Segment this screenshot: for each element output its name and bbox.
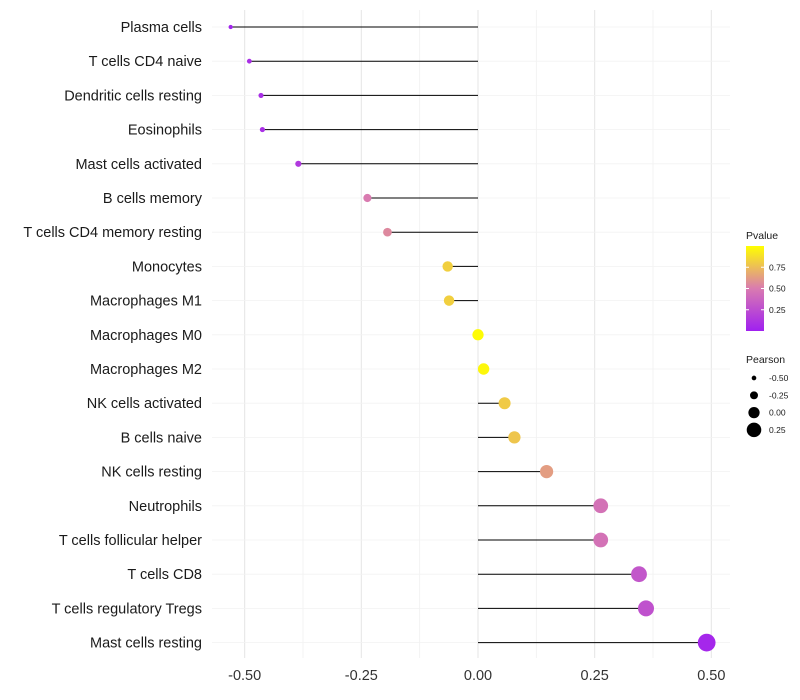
pearson-legend-title: Pearson [746, 354, 785, 366]
y-axis-label: NK cells resting [101, 465, 202, 481]
x-tick-label: -0.50 [228, 668, 261, 684]
y-axis-label: B cells memory [103, 191, 203, 207]
lollipop-point [442, 261, 453, 272]
lollipop-point [228, 24, 233, 30]
lollipop-point [246, 58, 252, 64]
lollipop-point [295, 160, 302, 167]
pvalue-legend: Pvalue 0.25 0.50 0.75 [746, 230, 786, 331]
pearson-legend-key [751, 375, 757, 381]
lollipop-point [539, 464, 554, 479]
pvalue-legend-title: Pvalue [746, 230, 778, 242]
pearson-legend-label: -0.50 [769, 373, 789, 383]
lollipop-point [593, 498, 609, 514]
y-axis-label: Plasma cells [121, 20, 202, 36]
y-axis-label: Neutrophils [129, 499, 202, 515]
pearson-legend-key [748, 406, 760, 419]
y-axis-label: B cells naive [121, 430, 202, 446]
lollipop-point [472, 329, 484, 341]
pvalue-colorbar [746, 246, 764, 331]
pearson-legend-key [746, 422, 762, 438]
lollipop-points [228, 24, 716, 652]
y-axis-label: Macrophages M1 [90, 294, 202, 310]
y-axis-label: T cells CD4 naive [89, 54, 202, 70]
pvalue-legend-tick-label: 0.25 [769, 305, 786, 315]
y-axis-label: Monocytes [132, 259, 202, 275]
y-axis-label: T cells CD8 [127, 567, 202, 583]
pearson-legend-label: 0.25 [769, 425, 786, 435]
pearson-legend-label: 0.00 [769, 408, 786, 418]
x-tick-label: 0.25 [581, 668, 609, 684]
lollipop-point [363, 193, 372, 203]
x-tick-label: 0.50 [697, 668, 725, 684]
pearson-legend-key [750, 391, 758, 400]
y-axis-label: T cells regulatory Tregs [52, 601, 202, 617]
y-axis-label: NK cells activated [87, 396, 202, 412]
pvalue-legend-tick-label: 0.75 [769, 262, 786, 272]
lollipop-point [637, 600, 655, 617]
lollipop-point [508, 431, 521, 444]
pearson-legend-label: -0.25 [769, 390, 789, 400]
y-axis-label: Mast cells resting [90, 636, 202, 652]
y-axis-label: Macrophages M0 [90, 328, 202, 344]
x-axis-tick-labels: -0.50 -0.25 0.00 0.25 0.50 [228, 668, 725, 684]
y-axis-label: T cells follicular helper [59, 533, 202, 549]
pearson-legend: Pearson -0.50 -0.25 0.00 0.25 [746, 354, 789, 438]
grid-lines [212, 10, 730, 658]
y-axis-label: Dendritic cells resting [64, 88, 202, 104]
lollipop-point [258, 92, 264, 98]
y-axis-label: Mast cells activated [75, 157, 202, 173]
lollipop-point [477, 363, 490, 375]
lollipop-point [259, 127, 265, 133]
lollipop-point [443, 295, 455, 306]
y-axis-label: Macrophages M2 [90, 362, 202, 378]
lollipop-point [697, 633, 716, 652]
pvalue-legend-tick-label: 0.50 [769, 284, 786, 294]
x-tick-label: -0.25 [345, 668, 378, 684]
x-tick-label: 0.00 [464, 668, 492, 684]
lollipop-point [498, 397, 511, 410]
lollipop-point [631, 566, 647, 583]
y-axis-label: Eosinophils [128, 123, 202, 139]
y-axis-labels: Plasma cells T cells CD4 naive Dendritic c… [23, 20, 202, 652]
y-axis-label: T cells CD4 memory resting [23, 225, 202, 241]
lollipop-point [383, 227, 392, 237]
lollipop-point [593, 532, 609, 548]
